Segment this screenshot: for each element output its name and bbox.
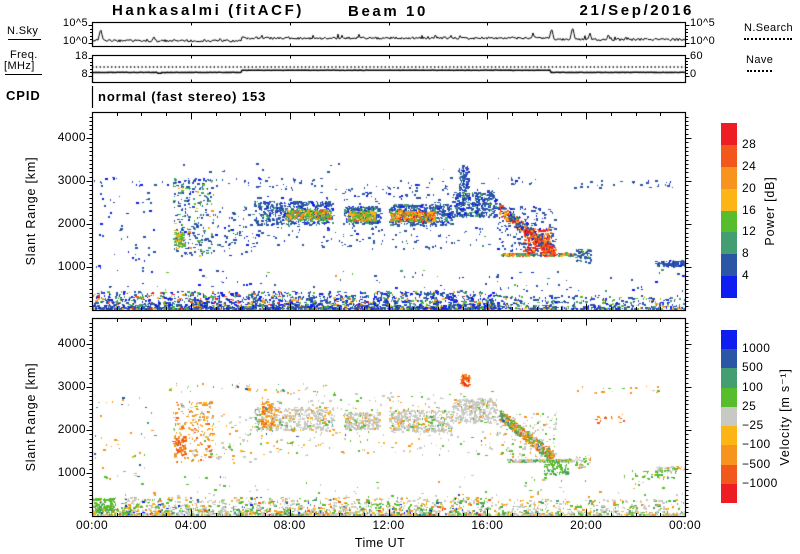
colorbar-tick-label: −25: [742, 418, 764, 433]
colorbar-segment: [721, 368, 737, 388]
nsky-axis-label: N.Sky: [7, 25, 39, 37]
y-tick-label: 2000: [57, 216, 86, 230]
colorbar-segment: [721, 232, 737, 255]
colorbar-segment: [721, 330, 737, 350]
x-tick-label: 12:00: [372, 518, 405, 532]
colorbar-segment: [721, 464, 737, 484]
x-tick-label: 16:00: [471, 518, 504, 532]
x-tick-label: 08:00: [273, 518, 306, 532]
y-tick-label: 4000: [57, 130, 86, 144]
colorbar-segment: [721, 144, 737, 167]
colorbar-tick-label: 4: [742, 268, 750, 283]
date-label: 21/Sep/2016: [579, 2, 694, 19]
x-tick-label: 04:00: [174, 518, 207, 532]
colorbar-tick-label: 100: [742, 379, 764, 394]
y-tick-label: 2000: [57, 422, 86, 436]
colorbar-segment: [721, 123, 737, 145]
nave-tick-lower: 0: [690, 68, 697, 80]
nave-dotted-line-legend: [747, 70, 772, 72]
nsearch-dotted-line-legend: [744, 38, 792, 40]
nsearch-label: N.Search: [744, 22, 794, 34]
freq-axis-label-line1: Freq.: [10, 49, 38, 61]
y-tick-label: 3000: [57, 379, 86, 393]
freq-solid-line-legend: [5, 74, 42, 75]
colorbar-segment: [721, 426, 737, 446]
nsearch-tick-upper: 10^5: [690, 17, 716, 29]
y-tick-label: 1000: [57, 259, 86, 273]
y-tick-label: 3000: [57, 173, 86, 187]
colorbar-tick-label: 28: [742, 136, 757, 151]
cpid-axis-label: CPID: [6, 88, 41, 103]
colorbar-segment: [721, 406, 737, 427]
nave-label: Nave: [746, 54, 774, 66]
colorbar-segment: [721, 254, 737, 277]
colorbar-tick-label: −500: [742, 456, 771, 471]
velocity-panel-ylabel: Slant Range [km]: [23, 362, 38, 472]
colorbar-segment: [721, 188, 737, 211]
colorbar-segment: [721, 166, 737, 189]
velocity-colorbar: [721, 330, 737, 503]
colorbar-segment: [721, 210, 737, 233]
colorbar-segment: [721, 387, 737, 407]
station-title: Hankasalmi (fitACF): [112, 2, 304, 19]
freq-tick-upper: 18: [74, 50, 88, 62]
x-tick-label: 00:00: [75, 518, 109, 532]
cpid-value: normal (fast stereo) 153: [98, 89, 267, 104]
x-tick-label: 00:00: [668, 518, 702, 532]
velocity-colorbar-label: Velocity [m s⁻¹]: [777, 368, 792, 466]
nave-tick-upper: 60: [690, 50, 704, 62]
colorbar-tick-label: 25: [742, 398, 757, 413]
nsky-solid-line-legend: [8, 39, 41, 40]
beam-label: Beam 10: [348, 3, 428, 20]
x-tick-label: 20:00: [570, 518, 603, 532]
freq-axis-label-line2: [MHz]: [4, 60, 35, 72]
time-axis-label: Time UT: [354, 536, 406, 550]
nsearch-tick-lower: 10^0: [690, 35, 716, 47]
colorbar-tick-label: −100: [742, 437, 771, 452]
nsky-tick-lower: 10^0: [62, 35, 88, 47]
power-colorbar-label: Power [dB]: [762, 176, 777, 246]
colorbar-segment: [721, 483, 737, 503]
colorbar-segment: [721, 276, 737, 298]
y-tick-label: 4000: [57, 336, 86, 350]
freq-tick-lower: 8: [81, 68, 88, 80]
power-panel-ylabel: Slant Range [km]: [23, 156, 38, 266]
colorbar-tick-label: 8: [742, 246, 750, 261]
colorbar-tick-label: 12: [742, 224, 757, 239]
colorbar-tick-label: 500: [742, 360, 764, 375]
nsky-tick-upper: 10^5: [62, 17, 88, 29]
colorbar-tick-label: 20: [742, 180, 757, 195]
colorbar-segment: [721, 349, 737, 369]
colorbar-tick-label: 24: [742, 158, 757, 173]
colorbar-tick-label: 1000: [742, 341, 771, 356]
colorbar-tick-label: 16: [742, 202, 757, 217]
colorbar-tick-label: −1000: [742, 475, 778, 490]
colorbar-segment: [721, 445, 737, 465]
y-tick-label: 1000: [57, 465, 86, 479]
power-colorbar: [721, 123, 737, 298]
